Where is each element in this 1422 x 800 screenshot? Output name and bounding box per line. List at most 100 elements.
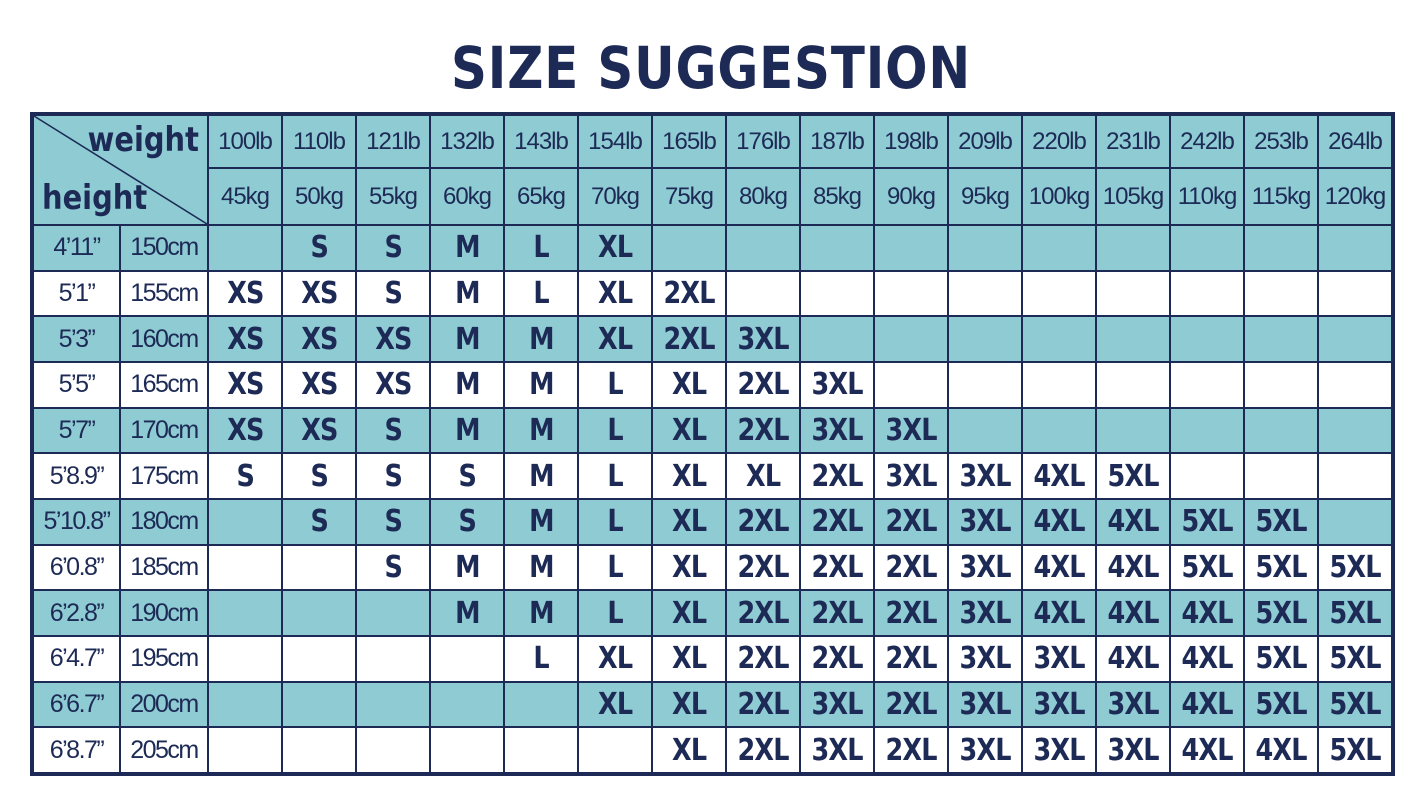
size-cell: M (429, 543, 505, 592)
size-value: 2XL (885, 595, 937, 631)
size-cell: M (429, 269, 505, 318)
size-cell: 2XL (873, 680, 949, 729)
size-cell (1243, 360, 1319, 409)
size-value: 2XL (885, 686, 937, 722)
size-cell (207, 589, 283, 637)
size-cell (651, 224, 727, 272)
size-cell (281, 543, 357, 592)
size-value: 4XL (1033, 458, 1085, 494)
size-cell: 4XL (1021, 452, 1097, 500)
size-value: 3XL (959, 686, 1011, 722)
corner-header: weight height (32, 114, 209, 226)
size-cell: 5XL (1317, 543, 1393, 592)
size-value: XS (226, 412, 264, 448)
size-value: 2XL (885, 549, 937, 585)
size-cell (281, 589, 357, 637)
table-row: 5’3” 160cm XS XS XS M M XL 2XL 3XL (32, 315, 1393, 363)
size-cell: 2XL (799, 452, 875, 500)
height-ft-cell: 6’6.7” (32, 680, 121, 729)
size-cell: S (429, 452, 505, 500)
size-cell: 2XL (725, 406, 801, 455)
size-cell: 5XL (1317, 634, 1393, 683)
size-cell (1095, 406, 1171, 455)
table-row: 5’5” 165cm XS XS XS M M L XL 2XL 3XL (32, 360, 1393, 409)
height-cm-cell: 200cm (119, 680, 209, 729)
size-cell: XL (577, 634, 653, 683)
size-cell: 2XL (725, 497, 801, 546)
size-value: S (458, 504, 476, 540)
size-value: L (533, 230, 549, 266)
size-value: XL (671, 549, 707, 585)
table-row: 4’11” 150cm S S M L XL (32, 224, 1393, 272)
size-cell: XL (725, 452, 801, 500)
weight-lb-header: 209lb (947, 114, 1023, 169)
size-value: XL (597, 230, 633, 266)
size-value: 3XL (811, 732, 863, 768)
size-cell (1243, 315, 1319, 363)
size-value: XS (300, 367, 338, 403)
size-cell: XS (355, 360, 431, 409)
size-cell: XS (207, 269, 283, 318)
size-cell (577, 726, 653, 774)
size-cell: 2XL (873, 497, 949, 546)
size-cell: 2XL (799, 589, 875, 637)
size-value: 4XL (1181, 732, 1233, 768)
size-value: 3XL (959, 458, 1011, 494)
weight-lb-header: 253lb (1243, 114, 1319, 169)
size-value: 5XL (1107, 458, 1159, 494)
height-cm-cell: 180cm (119, 497, 209, 546)
size-value: 4XL (1255, 732, 1307, 768)
weight-lb-header: 121lb (355, 114, 431, 169)
size-cell: XL (651, 726, 727, 774)
height-cm-cell: 155cm (119, 269, 209, 318)
size-cell (1317, 406, 1393, 455)
size-value: 2XL (885, 732, 937, 768)
size-value: XS (300, 412, 338, 448)
size-cell: XL (651, 406, 727, 455)
size-value: 2XL (663, 321, 715, 357)
size-cell (1317, 497, 1393, 546)
size-value: 5XL (1181, 549, 1233, 585)
size-value: XL (671, 595, 707, 631)
height-ft-cell: 6’4.7” (32, 634, 121, 683)
size-cell: M (503, 589, 579, 637)
size-cell: S (355, 224, 431, 272)
size-cell (1169, 224, 1245, 272)
size-cell: XL (651, 497, 727, 546)
size-value: S (458, 458, 476, 494)
weight-lb-header: 264lb (1317, 114, 1393, 169)
size-cell: S (207, 452, 283, 500)
size-cell: XL (651, 543, 727, 592)
size-value: 3XL (811, 686, 863, 722)
size-cell (1317, 269, 1393, 318)
size-value: XL (671, 458, 707, 494)
size-cell: 2XL (873, 543, 949, 592)
size-cell: XS (207, 406, 283, 455)
height-cm-cell: 170cm (119, 406, 209, 455)
size-cell: M (503, 406, 579, 455)
size-value: M (454, 549, 480, 585)
weight-kg-header: 50kg (281, 167, 357, 226)
weight-kg-row: 45kg 50kg 55kg 60kg 65kg 70kg 75kg 80kg 85kg 90kg… (33, 167, 1393, 226)
size-value: 2XL (737, 549, 789, 585)
size-cell: 3XL (1095, 726, 1171, 774)
weight-lb-header: 110lb (281, 114, 357, 169)
size-value: M (454, 367, 480, 403)
size-cell: 2XL (799, 543, 875, 592)
size-value: 2XL (737, 732, 789, 768)
size-cell (1021, 315, 1097, 363)
size-value: 5XL (1255, 504, 1307, 540)
size-cell: XL (651, 634, 727, 683)
size-value: L (533, 641, 549, 677)
height-cm-cell: 150cm (119, 224, 209, 272)
size-value: M (528, 458, 554, 494)
size-value: XS (300, 275, 338, 311)
height-ft-cell: 6’2.8” (32, 589, 121, 637)
weight-kg-header: 85kg (799, 167, 875, 226)
size-value: 2XL (737, 367, 789, 403)
size-value: XL (597, 686, 633, 722)
size-value: S (384, 458, 402, 494)
size-cell: S (355, 406, 431, 455)
size-value: M (528, 504, 554, 540)
size-cell: 3XL (873, 452, 949, 500)
